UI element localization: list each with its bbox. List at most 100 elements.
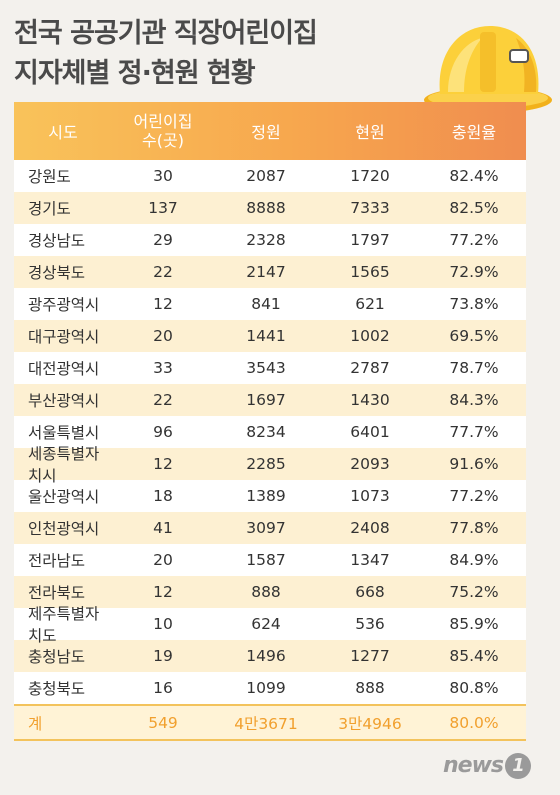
cell-region: 전라남도	[28, 552, 86, 570]
cell-fill-rate: 69.5%	[449, 327, 499, 345]
cell-daycare-count: 30	[153, 167, 173, 185]
cell-region: 대전광역시	[28, 360, 100, 378]
cell-fill-rate: 77.7%	[449, 423, 499, 441]
header-daycare-count-line2: 수(곳)	[142, 131, 184, 150]
cell-daycare-count: 12	[153, 583, 173, 601]
cell-fill-rate: 82.4%	[449, 167, 499, 185]
cell-daycare-count: 16	[153, 679, 173, 697]
cell-current: 6401	[350, 423, 390, 441]
logo-mark: 1	[505, 753, 532, 779]
cell-capacity: 1389	[246, 487, 286, 505]
cell-capacity: 2285	[246, 455, 286, 473]
cell-region: 광주광역시	[28, 296, 100, 314]
cell-daycare-count: 12	[153, 295, 173, 313]
cell-fill-rate: 72.9%	[449, 263, 499, 281]
cell-daycare-count: 19	[153, 647, 173, 665]
cell-capacity: 2087	[246, 167, 286, 185]
logo-text: news	[443, 753, 504, 778]
total-label: 계	[28, 714, 43, 733]
table-row: 전라북도 12 888 668 75.2%	[14, 576, 526, 608]
data-table: 시도 어린이집 수(곳) 정원 현원 충원율 강원도 30 2087 1720 82.4…	[14, 102, 526, 741]
title-line-1: 전국 공공기관 직장어린이집	[14, 18, 318, 49]
total-current: 3만4946	[338, 714, 402, 733]
cell-capacity: 2328	[246, 231, 286, 249]
table-row: 강원도 30 2087 1720 82.4%	[14, 160, 526, 192]
cell-current: 1430	[350, 391, 390, 409]
cell-region: 서울특별시	[28, 424, 100, 442]
cell-current: 668	[355, 583, 385, 601]
cell-capacity: 8234	[246, 423, 286, 441]
cell-capacity: 1697	[246, 391, 286, 409]
cell-region: 세종특별자치시	[28, 445, 100, 485]
cell-daycare-count: 29	[153, 231, 173, 249]
cell-daycare-count: 20	[153, 551, 173, 569]
table-row: 경상남도 29 2328 1797 77.2%	[14, 224, 526, 256]
header-daycare-count: 어린이집 수(곳)	[112, 112, 214, 150]
cell-current: 2787	[350, 359, 390, 377]
cell-fill-rate: 78.7%	[449, 359, 499, 377]
cell-current: 7333	[350, 199, 390, 217]
cell-fill-rate: 82.5%	[449, 199, 499, 217]
cell-capacity: 3543	[246, 359, 286, 377]
cell-current: 536	[355, 615, 385, 633]
title-line-2: 지자체별 정·현원 현황	[14, 58, 256, 89]
cell-region: 경상북도	[28, 264, 86, 282]
cell-daycare-count: 22	[153, 391, 173, 409]
table-row: 경상북도 22 2147 1565 72.9%	[14, 256, 526, 288]
cell-fill-rate: 91.6%	[449, 455, 499, 473]
cell-fill-rate: 84.3%	[449, 391, 499, 409]
cell-capacity: 1496	[246, 647, 286, 665]
cell-fill-rate: 85.4%	[449, 647, 499, 665]
cell-fill-rate: 75.2%	[449, 583, 499, 601]
cell-fill-rate: 84.9%	[449, 551, 499, 569]
cell-region: 인천광역시	[28, 520, 100, 538]
cell-capacity: 888	[251, 583, 281, 601]
cell-current: 1565	[350, 263, 390, 281]
cell-daycare-count: 137	[148, 199, 178, 217]
header-capacity: 정원	[251, 123, 281, 142]
cell-region: 전라북도	[28, 584, 86, 602]
cell-current: 2093	[350, 455, 390, 473]
cell-daycare-count: 33	[153, 359, 173, 377]
table-row: 제주특별자치도 10 624 536 85.9%	[14, 605, 526, 645]
cell-fill-rate: 73.8%	[449, 295, 499, 313]
cell-capacity: 1587	[246, 551, 286, 569]
total-capacity: 4만3671	[234, 714, 298, 733]
cell-current: 1347	[350, 551, 390, 569]
cell-current: 1797	[350, 231, 390, 249]
cell-region: 경기도	[28, 200, 71, 218]
cell-daycare-count: 96	[153, 423, 173, 441]
cell-capacity: 624	[251, 615, 281, 633]
table-row: 광주광역시 12 841 621 73.8%	[14, 288, 526, 320]
cell-current: 1720	[350, 167, 390, 185]
cell-daycare-count: 10	[153, 615, 173, 633]
cell-region: 제주특별자치도	[28, 605, 100, 645]
cell-region: 강원도	[28, 168, 71, 186]
table-row: 충청북도 16 1099 888 80.8%	[14, 672, 526, 704]
cell-region: 부산광역시	[28, 392, 100, 410]
cell-region: 경상남도	[28, 232, 86, 250]
header-current: 현원	[355, 123, 385, 142]
cell-daycare-count: 41	[153, 519, 173, 537]
table-row: 대구광역시 20 1441 1002 69.5%	[14, 320, 526, 352]
news1-logo: news 1	[443, 753, 532, 779]
total-fill-rate: 80.0%	[449, 713, 499, 732]
cell-daycare-count: 20	[153, 327, 173, 345]
cell-fill-rate: 77.2%	[449, 231, 499, 249]
table-row: 전라남도 20 1587 1347 84.9%	[14, 544, 526, 576]
page-title: 전국 공공기관 직장어린이집 지자체별 정·현원 현황	[14, 14, 318, 94]
cell-fill-rate: 80.8%	[449, 679, 499, 697]
cell-current: 1277	[350, 647, 390, 665]
cell-daycare-count: 12	[153, 455, 173, 473]
table-row: 충청남도 19 1496 1277 85.4%	[14, 640, 526, 672]
cell-capacity: 2147	[246, 263, 286, 281]
cell-region: 충청남도	[28, 648, 86, 666]
cell-current: 1073	[350, 487, 390, 505]
cell-region: 충청북도	[28, 680, 86, 698]
table-row: 대전광역시 33 3543 2787 78.7%	[14, 352, 526, 384]
table-row: 경기도 137 8888 7333 82.5%	[14, 192, 526, 224]
total-row: 계 549 4만3671 3만4946 80.0%	[14, 704, 526, 741]
cell-current: 2408	[350, 519, 390, 537]
cell-current: 888	[355, 679, 385, 697]
cell-fill-rate: 77.8%	[449, 519, 499, 537]
